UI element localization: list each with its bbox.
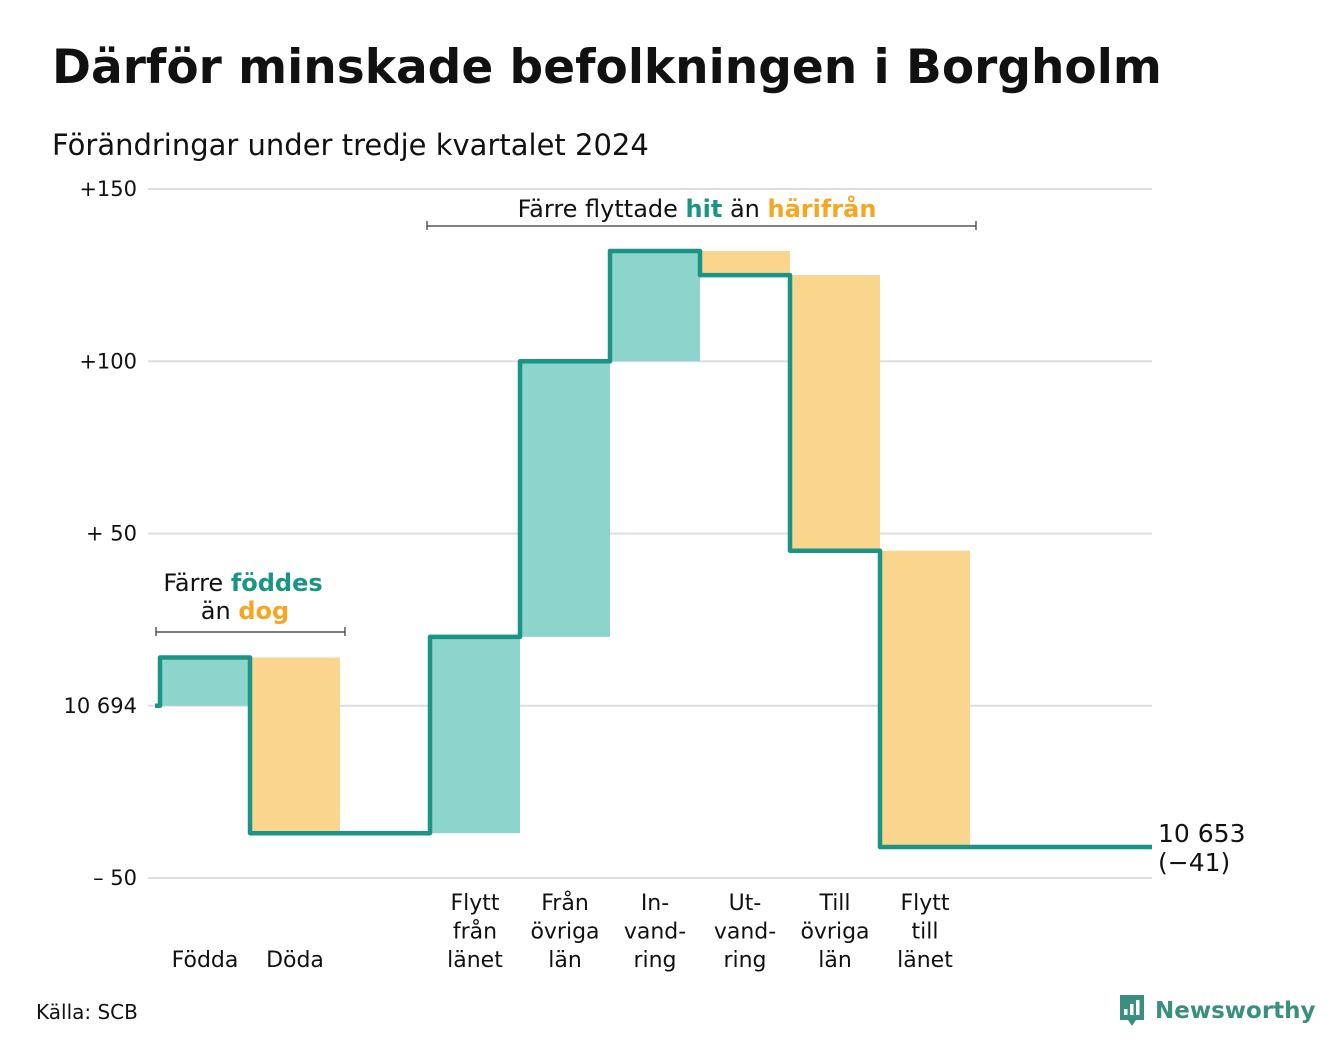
bar-6 — [790, 275, 880, 551]
bar-1 — [250, 657, 340, 834]
bar-4 — [610, 251, 700, 362]
chart-subtitle: Förändringar under tredje kvartalet 2024 — [52, 128, 649, 162]
y-tick-label-1: +100 — [79, 349, 137, 373]
bar-5 — [700, 251, 790, 276]
y-tick-label-2: + 50 — [86, 522, 137, 546]
moves-bracket — [426, 221, 977, 230]
step-line — [155, 248, 1152, 850]
births-annotation-line1: Färre föddes — [163, 569, 322, 597]
y-tick-label-0: +150 — [79, 177, 137, 201]
bar-0 — [160, 657, 250, 706]
chart-title: Därför minskade befolkningen i Borgholm — [52, 40, 1162, 95]
newsworthy-logo: Newsworthy — [1117, 993, 1316, 1029]
bars — [160, 251, 970, 847]
bar-3 — [520, 361, 610, 637]
moves-annotation: Färre flyttade hit än härifrån — [518, 194, 877, 223]
end-value-label: 10 653 (−41) — [1158, 819, 1245, 877]
x-label-6: Till övriga län — [800, 891, 869, 973]
x-label-2: Flytt från länet — [447, 891, 503, 973]
cumulative-step-line — [155, 248, 1152, 850]
births-bracket — [155, 627, 346, 636]
y-tick-label-4: – 50 — [93, 866, 137, 890]
logo-text: Newsworthy — [1155, 998, 1316, 1024]
x-label-5: Ut-vand-ring — [714, 891, 776, 973]
y-axis-ticks: +150 +100 + 50 10 694 – 50 — [64, 177, 137, 890]
x-label-4: In-vand-ring — [624, 891, 686, 973]
x-label-3: Från övriga län — [530, 890, 599, 973]
x-label-1: Döda — [266, 948, 324, 973]
x-label-7: Flytt till länet — [897, 891, 953, 973]
bar-2 — [430, 636, 520, 834]
y-tick-label-3: 10 694 — [64, 694, 137, 718]
births-annotation-line2: än dog — [201, 597, 289, 625]
end-value-text: 10 653 (−41) — [1158, 819, 1245, 877]
x-label-0: Födda — [172, 948, 239, 973]
bar-7 — [880, 550, 970, 847]
newsworthy-chart-icon — [1120, 995, 1144, 1026]
x-axis-labels: Födda Döda Flytt från länet Från övriga län In-v… — [172, 890, 954, 973]
source-note: Källa: SCB — [36, 1000, 138, 1024]
